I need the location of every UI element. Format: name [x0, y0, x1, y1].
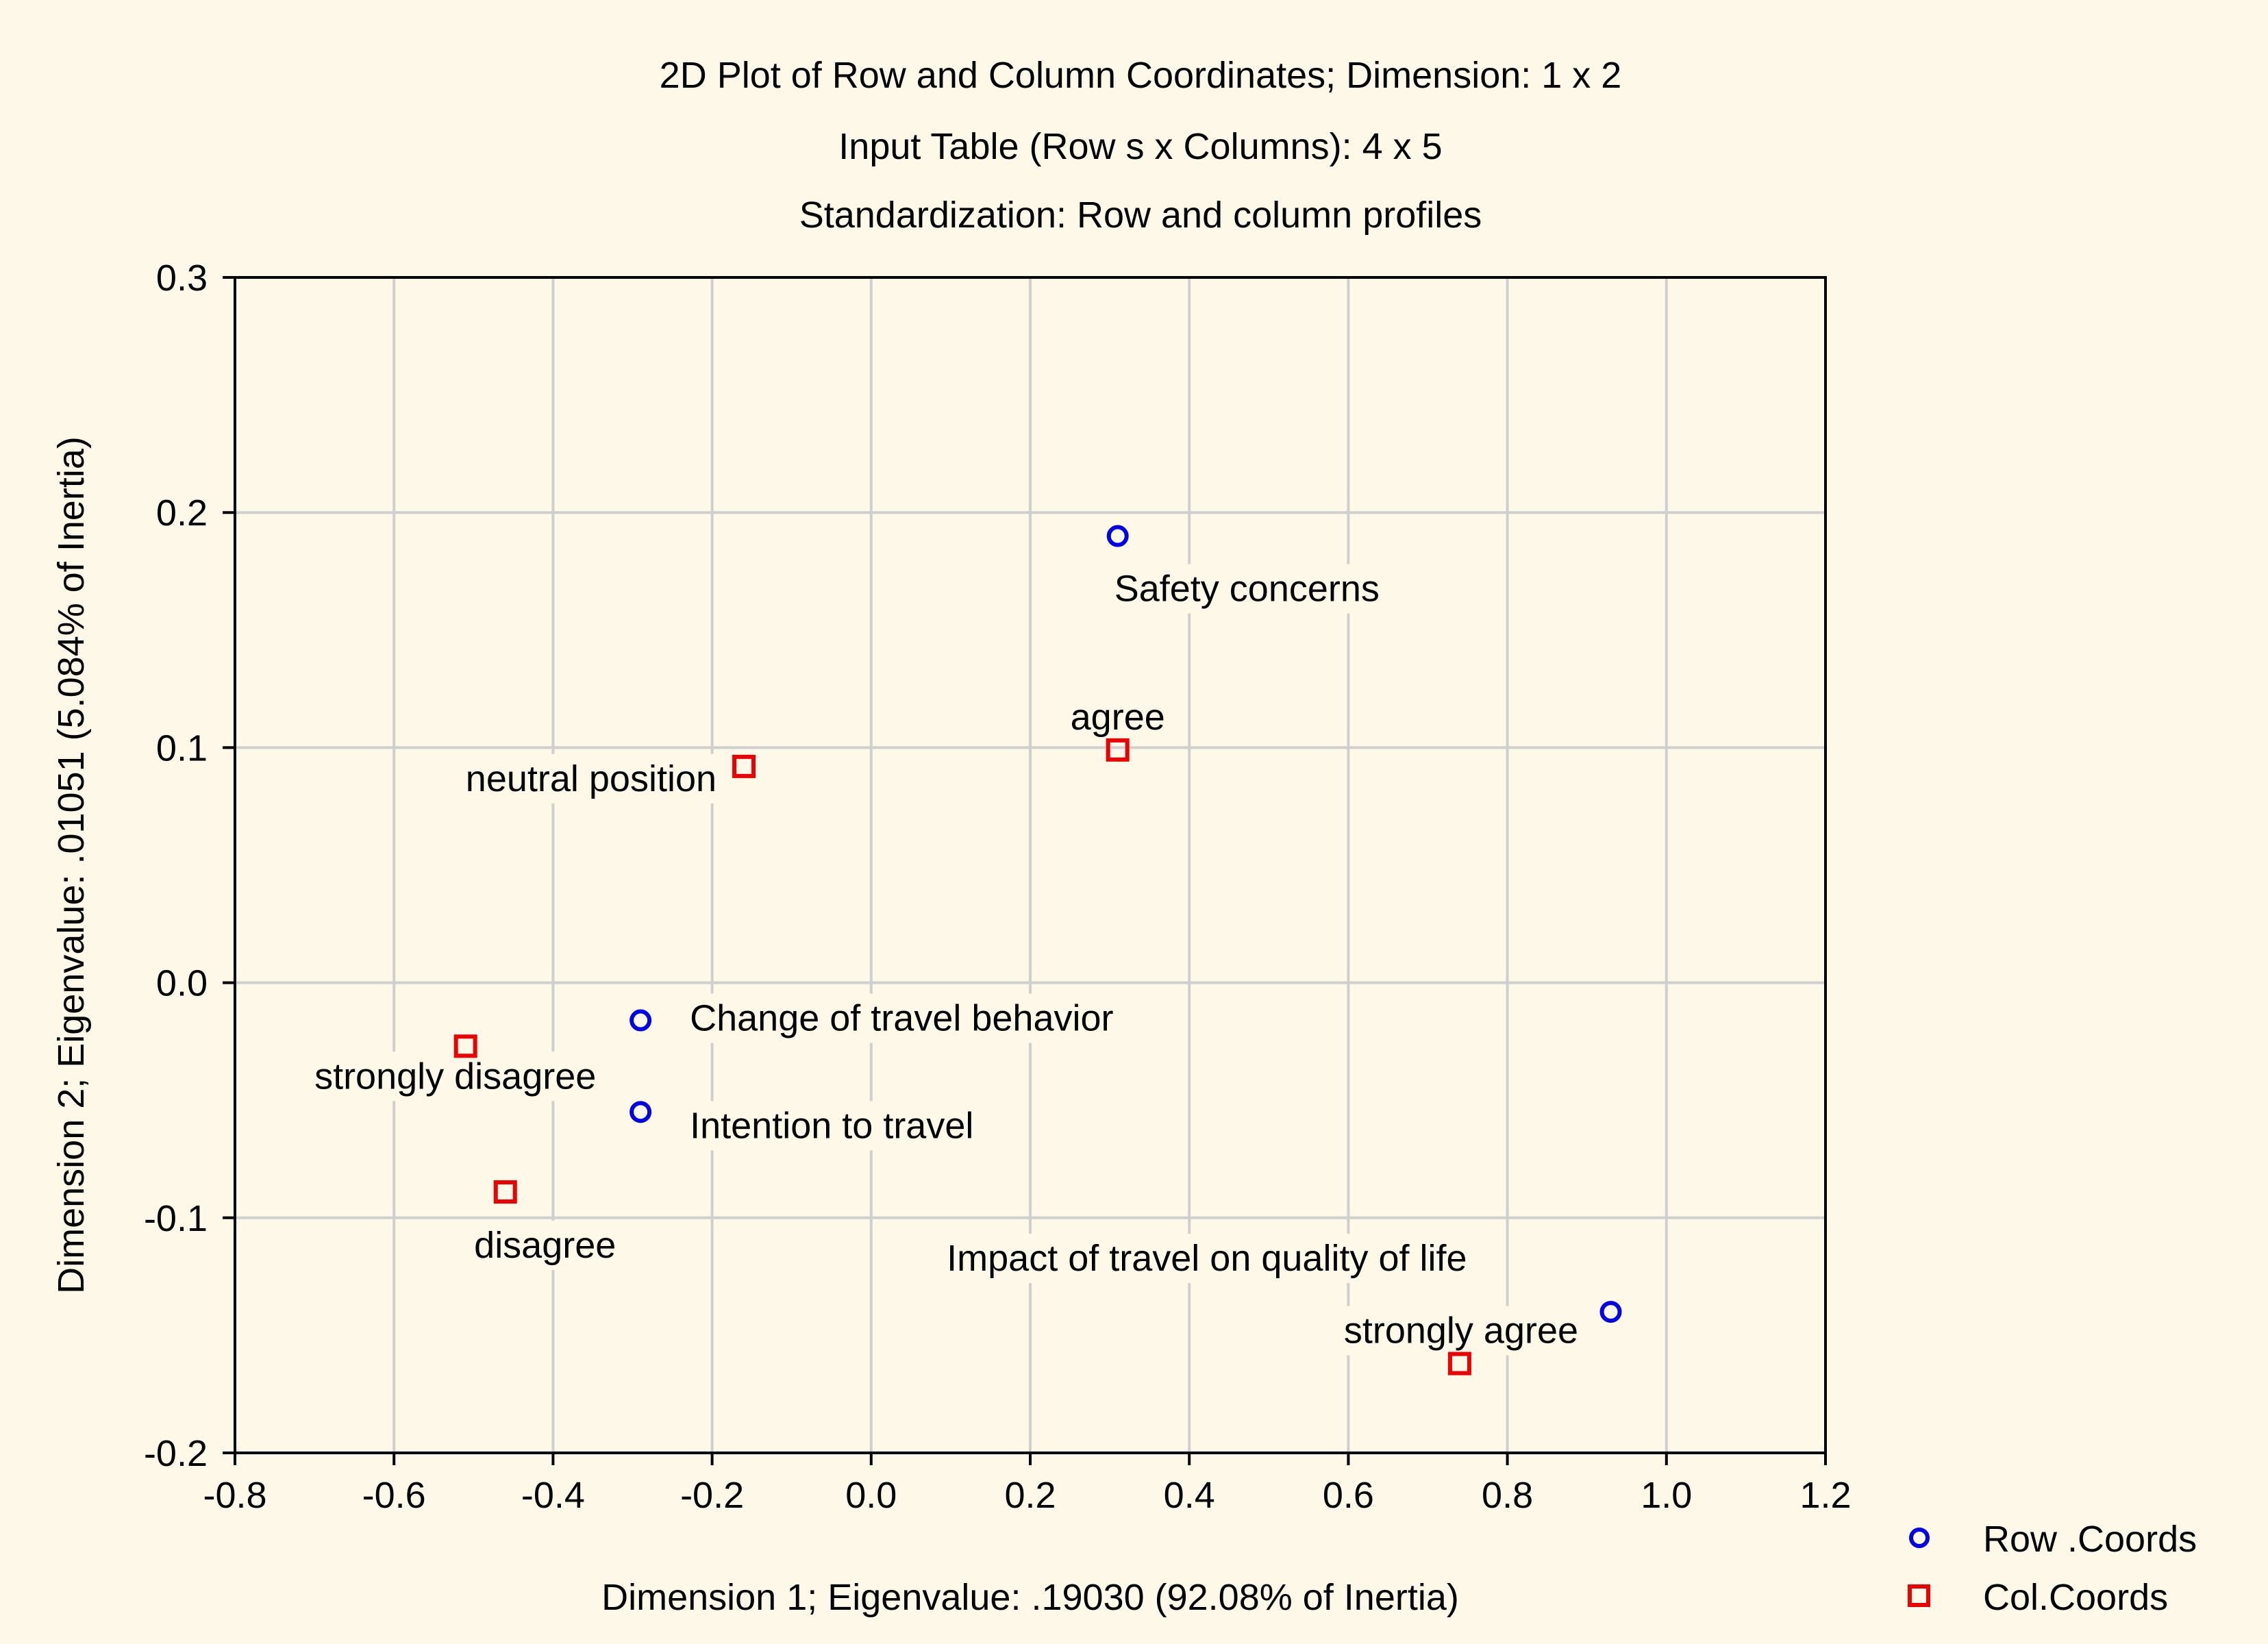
y-tick-label: -0.1	[144, 1198, 208, 1239]
chart-subtitle-2: Standardization: Row and column profiles	[799, 195, 1482, 236]
point-label-safety-concerns: Safety concerns	[1114, 569, 1380, 610]
point-label-intention-to-travel: Intention to travel	[690, 1105, 973, 1146]
tick-layer: -0.8 -0.6 -0.4 -0.2 0.0 0.2 0.4 0.6 0.8 1.0 1.2 -0.…	[144, 258, 1852, 1516]
y-axis-label: Dimension 2; Eigenvalue: .01051 (5.084% …	[51, 436, 92, 1294]
point-label-change-of-travel-behavior: Change of travel behavior	[690, 998, 1113, 1039]
point-label-disagree: disagree	[474, 1225, 616, 1266]
legend-col-coords-label: Col.Coords	[1983, 1577, 2168, 1618]
point-label-background	[1336, 1306, 1586, 1356]
y-tick-label: 0.1	[156, 727, 208, 769]
x-tick-label: 1.0	[1641, 1475, 1692, 1516]
row-coord-marker-change-of-travel-behavior	[630, 1009, 652, 1032]
legend-row-coords-marker	[1909, 1528, 1930, 1548]
col-coord-marker-strongly-agree	[1447, 1352, 1471, 1375]
col-coord-marker-agree	[1106, 738, 1130, 762]
point-label-neutral-position: neutral position	[466, 758, 716, 799]
legend: Row .Coords Col.Coords	[1908, 1519, 2197, 1618]
y-tick-label: 0.2	[156, 493, 208, 534]
chart-subtitle: Input Table (Row s x Columns): 4 x 5	[838, 126, 1442, 167]
x-tick-label: -0.8	[203, 1475, 266, 1516]
point-label-impact-of-travel-on-quality-of-life: Impact of travel on quality of life	[947, 1238, 1467, 1279]
x-tick-label: -0.4	[521, 1475, 585, 1516]
x-tick-label: 0.2	[1004, 1475, 1056, 1516]
point-label-background	[683, 1101, 981, 1151]
x-tick-label: 0.4	[1164, 1475, 1215, 1516]
legend-col-coords-marker	[1908, 1584, 1930, 1607]
x-axis-label: Dimension 1; Eigenvalue: .19030 (92.08% …	[601, 1577, 1459, 1618]
y-tick-label: 0.0	[156, 963, 208, 1004]
chart-title: 2D Plot of Row and Column Coordinates; D…	[660, 55, 1622, 96]
legend-row-coords-label: Row .Coords	[1983, 1519, 2197, 1560]
row-coord-marker-safety-concerns	[1106, 525, 1129, 547]
row-coord-marker-intention-to-travel	[630, 1101, 652, 1123]
col-coord-marker-strongly-disagree	[453, 1034, 477, 1058]
col-coord-marker-neutral-position	[732, 754, 756, 778]
point-label-background	[467, 1221, 623, 1271]
y-tick-label: -0.2	[144, 1433, 208, 1474]
point-label-background	[1063, 692, 1172, 742]
marker-layer	[453, 525, 1622, 1375]
point-label-strongly-disagree: strongly disagree	[314, 1056, 596, 1097]
point-label-layer: Safety concerns Change of travel behavior…	[308, 564, 1586, 1356]
point-label-strongly-agree: strongly agree	[1344, 1310, 1578, 1352]
x-tick-label: 0.8	[1482, 1475, 1533, 1516]
point-label-background	[1107, 564, 1386, 614]
x-tick-label: 0.6	[1323, 1475, 1374, 1516]
point-label-background	[458, 754, 724, 804]
point-label-background	[940, 1234, 1474, 1284]
grid-layer	[235, 277, 1825, 1453]
x-tick-label: -0.6	[362, 1475, 426, 1516]
x-tick-label: 1.2	[1799, 1475, 1851, 1516]
row-coord-marker-impact-of-travel-on-quality-of-life	[1599, 1301, 1622, 1323]
point-label-background	[308, 1051, 603, 1101]
x-tick-label: 0.0	[845, 1475, 897, 1516]
point-label-agree: agree	[1071, 697, 1165, 738]
x-tick-label: -0.2	[680, 1475, 744, 1516]
col-coord-marker-disagree	[493, 1180, 517, 1204]
point-label-background	[683, 993, 1121, 1043]
y-tick-label: 0.3	[156, 258, 208, 299]
